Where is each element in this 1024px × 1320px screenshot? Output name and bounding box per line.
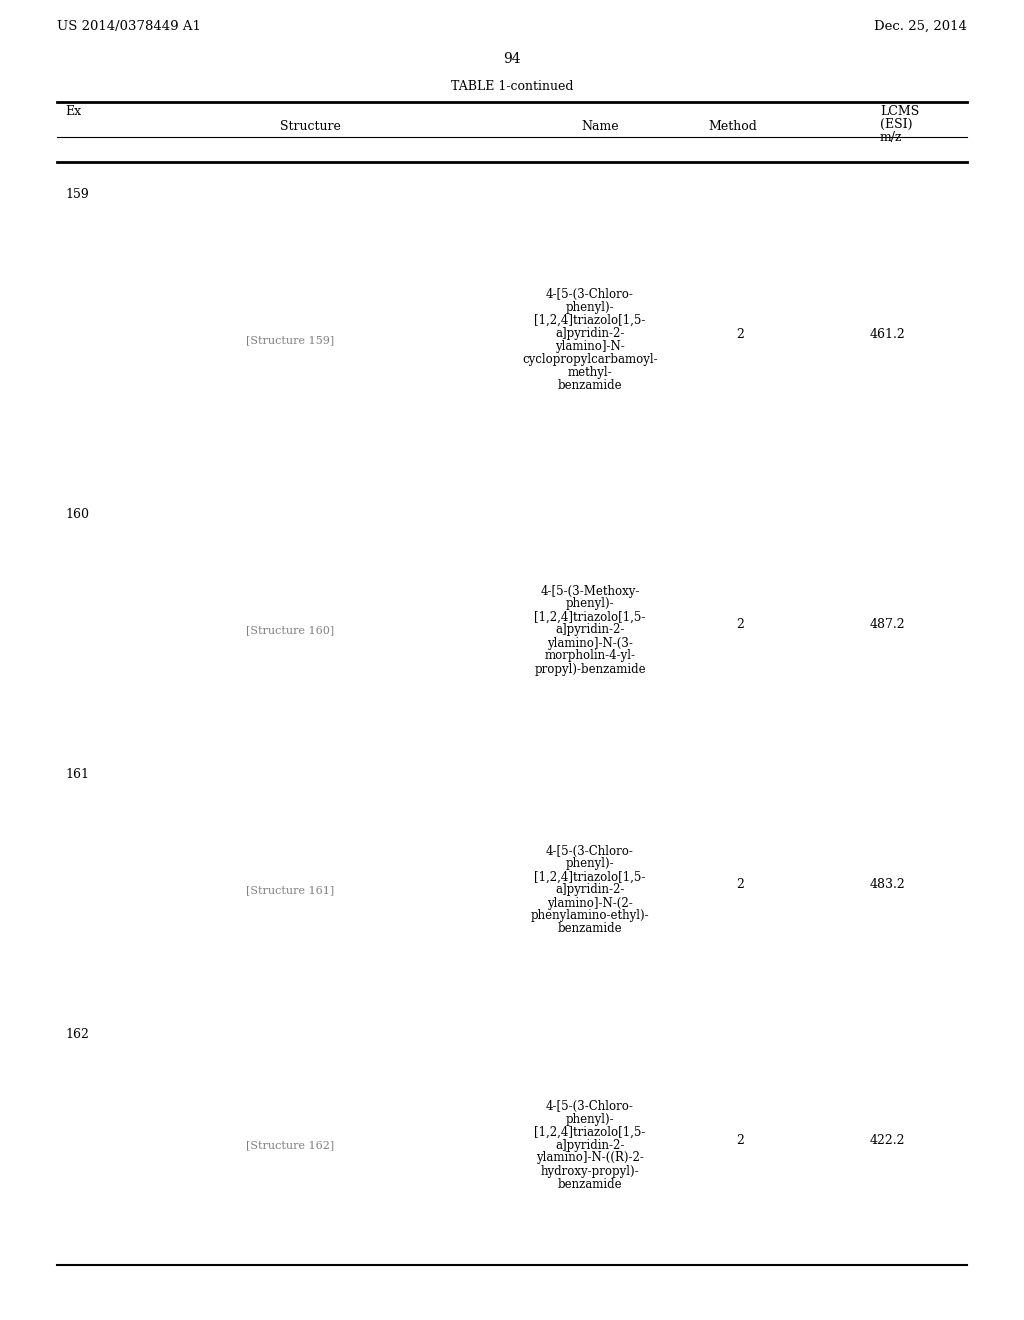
Text: cyclopropylcarbamoyl-: cyclopropylcarbamoyl- — [522, 352, 657, 366]
Text: m/z: m/z — [880, 131, 902, 144]
Text: [Structure 160]: [Structure 160] — [246, 624, 334, 635]
Text: Structure: Structure — [280, 120, 340, 133]
Text: [1,2,4]triazolo[1,5-: [1,2,4]triazolo[1,5- — [535, 1126, 646, 1138]
Text: 422.2: 422.2 — [870, 1134, 905, 1147]
Text: LCMS: LCMS — [880, 106, 920, 117]
Text: ylamino]-N-: ylamino]-N- — [555, 341, 625, 352]
Text: phenyl)-: phenyl)- — [565, 301, 614, 314]
Text: a]pyridin-2-: a]pyridin-2- — [555, 883, 625, 896]
Text: propyl)-benzamide: propyl)-benzamide — [535, 663, 646, 676]
Text: a]pyridin-2-: a]pyridin-2- — [555, 623, 625, 636]
Text: Name: Name — [582, 120, 618, 133]
Text: 160: 160 — [65, 508, 89, 521]
Text: [1,2,4]triazolo[1,5-: [1,2,4]triazolo[1,5- — [535, 870, 646, 883]
Text: Method: Method — [709, 120, 758, 133]
Text: [Structure 161]: [Structure 161] — [246, 884, 334, 895]
Text: ylamino]-N-(3-: ylamino]-N-(3- — [547, 636, 633, 649]
Text: (ESI): (ESI) — [880, 117, 912, 131]
Text: TABLE 1-continued: TABLE 1-continued — [451, 81, 573, 92]
Text: Dec. 25, 2014: Dec. 25, 2014 — [874, 20, 967, 33]
Text: [Structure 162]: [Structure 162] — [246, 1140, 334, 1150]
Text: [1,2,4]triazolo[1,5-: [1,2,4]triazolo[1,5- — [535, 314, 646, 327]
Text: 483.2: 483.2 — [870, 879, 906, 891]
Text: morpholin-4-yl-: morpholin-4-yl- — [545, 649, 636, 663]
Text: 461.2: 461.2 — [870, 329, 906, 342]
Text: phenyl)-: phenyl)- — [565, 1113, 614, 1126]
Text: 159: 159 — [65, 187, 89, 201]
Text: 2: 2 — [736, 329, 744, 342]
Text: 2: 2 — [736, 619, 744, 631]
Text: phenyl)-: phenyl)- — [565, 858, 614, 870]
Text: a]pyridin-2-: a]pyridin-2- — [555, 1138, 625, 1151]
Text: 4-[5-(3-Chloro-: 4-[5-(3-Chloro- — [546, 1100, 634, 1113]
Text: [1,2,4]triazolo[1,5-: [1,2,4]triazolo[1,5- — [535, 610, 646, 623]
Text: 4-[5-(3-Chloro-: 4-[5-(3-Chloro- — [546, 288, 634, 301]
Text: US 2014/0378449 A1: US 2014/0378449 A1 — [57, 20, 201, 33]
Text: 161: 161 — [65, 768, 89, 781]
Text: phenyl)-: phenyl)- — [565, 598, 614, 610]
Text: benzamide: benzamide — [558, 923, 623, 936]
Text: 94: 94 — [503, 51, 521, 66]
Text: ylamino]-N-(2-: ylamino]-N-(2- — [547, 896, 633, 909]
Text: 2: 2 — [736, 1134, 744, 1147]
Text: benzamide: benzamide — [558, 379, 623, 392]
Text: phenylamino-ethyl)-: phenylamino-ethyl)- — [530, 909, 649, 923]
Text: 2: 2 — [736, 879, 744, 891]
Text: Ex: Ex — [65, 106, 81, 117]
Text: 162: 162 — [65, 1028, 89, 1041]
Text: benzamide: benzamide — [558, 1177, 623, 1191]
Text: 4-[5-(3-Chloro-: 4-[5-(3-Chloro- — [546, 845, 634, 858]
Text: hydroxy-propyl)-: hydroxy-propyl)- — [541, 1164, 639, 1177]
Text: [Structure 159]: [Structure 159] — [246, 335, 334, 345]
Text: 4-[5-(3-Methoxy-: 4-[5-(3-Methoxy- — [541, 585, 640, 598]
Text: a]pyridin-2-: a]pyridin-2- — [555, 327, 625, 341]
Text: ylamino]-N-((R)-2-: ylamino]-N-((R)-2- — [536, 1151, 644, 1164]
Text: methyl-: methyl- — [567, 366, 612, 379]
Text: 487.2: 487.2 — [870, 619, 905, 631]
